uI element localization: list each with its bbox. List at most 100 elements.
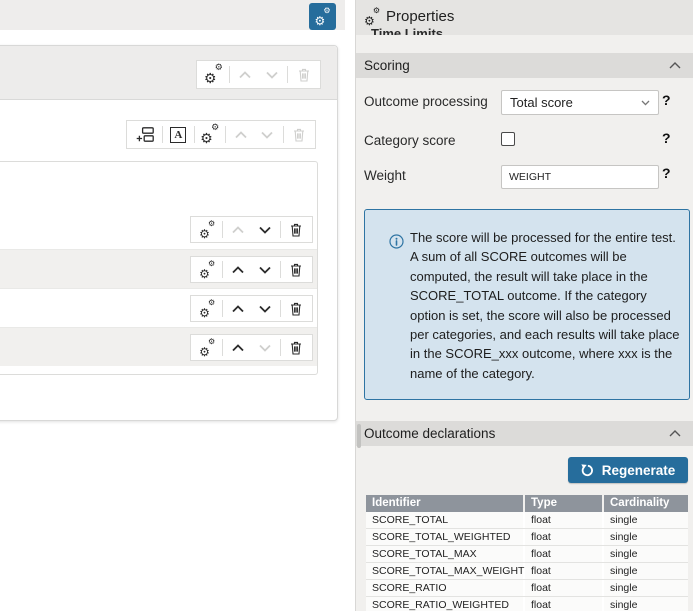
scoring-info-text: The score will be processed for the enti…	[410, 230, 680, 381]
settings-gears-icon[interactable]: ⚙ ⚙	[203, 63, 223, 87]
settings-gears-icon[interactable]: ⚙ ⚙	[199, 337, 216, 359]
delete-trash-icon[interactable]	[286, 121, 312, 148]
gears-icon: ⚙ ⚙	[314, 6, 331, 28]
table-row: SCORE_TOTAL_WEIGHTED float single	[366, 529, 688, 546]
move-down-icon[interactable]	[252, 335, 278, 360]
weight-help-icon[interactable]: ?	[662, 165, 671, 181]
refresh-icon	[581, 463, 593, 476]
outcome-declarations-table: Identifier Type Cardinality SCORE_TOTAL …	[366, 495, 688, 611]
cell-identifier: SCORE_TOTAL_MAX	[366, 546, 525, 562]
column-header: Type	[525, 495, 604, 512]
scoring-section-header[interactable]: Scoring	[356, 53, 693, 78]
cell-type: float	[525, 546, 604, 562]
toolbar-divider	[193, 126, 195, 143]
item-list: ⚙ ⚙ ⚙ ⚙	[0, 161, 318, 375]
table-header-row: Identifier Type Cardinality	[366, 495, 688, 512]
item-toolbar: ⚙ ⚙	[190, 216, 313, 243]
move-up-icon[interactable]	[225, 217, 251, 242]
category-score-checkbox[interactable]	[501, 132, 515, 146]
table-row: SCORE_TOTAL float single	[366, 512, 688, 529]
properties-title: Properties	[386, 8, 455, 25]
toolbar-divider	[282, 126, 284, 143]
test-toolbar: ⚙ ⚙	[196, 60, 321, 89]
cell-cardinality: single	[604, 546, 688, 562]
outcome-processing-value: Total score	[510, 95, 573, 110]
rubric-block-icon[interactable]: A	[165, 121, 191, 148]
cell-cardinality: single	[604, 580, 688, 596]
item-toolbar: ⚙ ⚙	[190, 256, 313, 283]
info-icon	[389, 234, 404, 249]
item-row[interactable]: ⚙ ⚙	[0, 327, 317, 366]
scoring-section-title: Scoring	[364, 58, 410, 73]
move-down-icon[interactable]	[252, 257, 278, 282]
regenerate-button[interactable]: Regenerate	[568, 457, 688, 483]
category-score-help-icon[interactable]: ?	[662, 130, 671, 146]
table-row: SCORE_RATIO_WEIGHTED float single	[366, 597, 688, 611]
move-up-icon[interactable]	[225, 296, 251, 321]
cell-identifier: SCORE_TOTAL	[366, 512, 525, 528]
delete-trash-icon[interactable]	[283, 335, 309, 360]
outcome-declarations-section-header[interactable]: Outcome declarations	[356, 421, 693, 446]
toolbar-divider	[224, 126, 226, 143]
move-down-icon[interactable]	[254, 121, 280, 148]
test-properties-button[interactable]: ⚙ ⚙	[309, 3, 336, 30]
outcome-processing-label: Outcome processing	[364, 94, 488, 109]
move-up-icon[interactable]	[228, 121, 254, 148]
settings-gears-icon[interactable]: ⚙ ⚙	[199, 219, 216, 241]
properties-header: ⚙ ⚙ Properties Time Limits	[356, 0, 693, 35]
outcome-processing-help-icon[interactable]: ?	[662, 92, 671, 108]
add-section-icon[interactable]	[130, 121, 160, 148]
table-row: SCORE_RATIO float single	[366, 580, 688, 597]
delete-trash-icon[interactable]	[283, 257, 309, 282]
cell-type: float	[525, 529, 604, 545]
cell-cardinality: single	[604, 529, 688, 545]
properties-panel: ⚙ ⚙ Properties Time Limits Scoring Outcom…	[355, 0, 693, 611]
table-row: SCORE_TOTAL_MAX float single	[366, 546, 688, 563]
item-row[interactable]: ⚙ ⚙	[0, 249, 317, 288]
delete-trash-icon[interactable]	[290, 61, 317, 88]
outcome-processing-select[interactable]: Total score	[501, 90, 659, 115]
editor-topbar	[0, 0, 345, 30]
collapse-chevron-icon[interactable]	[669, 430, 681, 437]
cell-identifier: SCORE_RATIO_WEIGHTED	[366, 597, 525, 611]
move-up-icon[interactable]	[232, 61, 259, 88]
column-header: Cardinality	[610, 497, 670, 509]
move-down-icon[interactable]	[252, 217, 278, 242]
toolbar-divider	[287, 66, 289, 83]
cell-type: float	[525, 512, 604, 528]
settings-gears-icon[interactable]: ⚙ ⚙	[199, 259, 216, 281]
settings-gears-icon[interactable]: ⚙ ⚙	[200, 123, 220, 147]
cell-identifier: SCORE_RATIO	[366, 580, 525, 596]
move-up-icon[interactable]	[225, 257, 251, 282]
move-down-icon[interactable]	[258, 61, 285, 88]
cell-type: float	[525, 597, 604, 611]
move-down-icon[interactable]	[252, 296, 278, 321]
test-block: ⚙ ⚙ A ⚙ ⚙	[0, 45, 338, 421]
gears-icon: ⚙ ⚙	[364, 6, 380, 28]
cell-cardinality: single	[604, 563, 688, 579]
delete-trash-icon[interactable]	[283, 217, 309, 242]
settings-gears-icon[interactable]: ⚙ ⚙	[199, 298, 216, 320]
weight-label: Weight	[364, 168, 406, 183]
weight-input[interactable]	[501, 165, 659, 189]
outcome-declarations-title: Outcome declarations	[364, 426, 496, 441]
collapse-chevron-icon[interactable]	[669, 62, 681, 69]
table-row: SCORE_TOTAL_MAX_WEIGHTED float single	[366, 563, 688, 580]
cell-type: float	[525, 580, 604, 596]
section-toolbar: A ⚙ ⚙	[126, 120, 316, 149]
move-up-icon[interactable]	[225, 335, 251, 360]
item-row[interactable]: ⚙ ⚙	[0, 210, 317, 249]
cell-identifier: SCORE_TOTAL_MAX_WEIGHTED	[366, 563, 539, 579]
delete-trash-icon[interactable]	[283, 296, 309, 321]
panel-scrollbar-thumb[interactable]	[357, 424, 361, 448]
cell-identifier: SCORE_TOTAL_WEIGHTED	[366, 529, 525, 545]
item-toolbar: ⚙ ⚙	[190, 295, 313, 322]
item-toolbar: ⚙ ⚙	[190, 334, 313, 361]
category-score-label: Category score	[364, 133, 456, 148]
cell-cardinality: single	[604, 597, 688, 611]
cell-type: float	[525, 563, 604, 579]
regenerate-label: Regenerate	[601, 462, 676, 478]
item-row[interactable]: ⚙ ⚙	[0, 288, 317, 327]
toolbar-divider	[162, 126, 164, 143]
